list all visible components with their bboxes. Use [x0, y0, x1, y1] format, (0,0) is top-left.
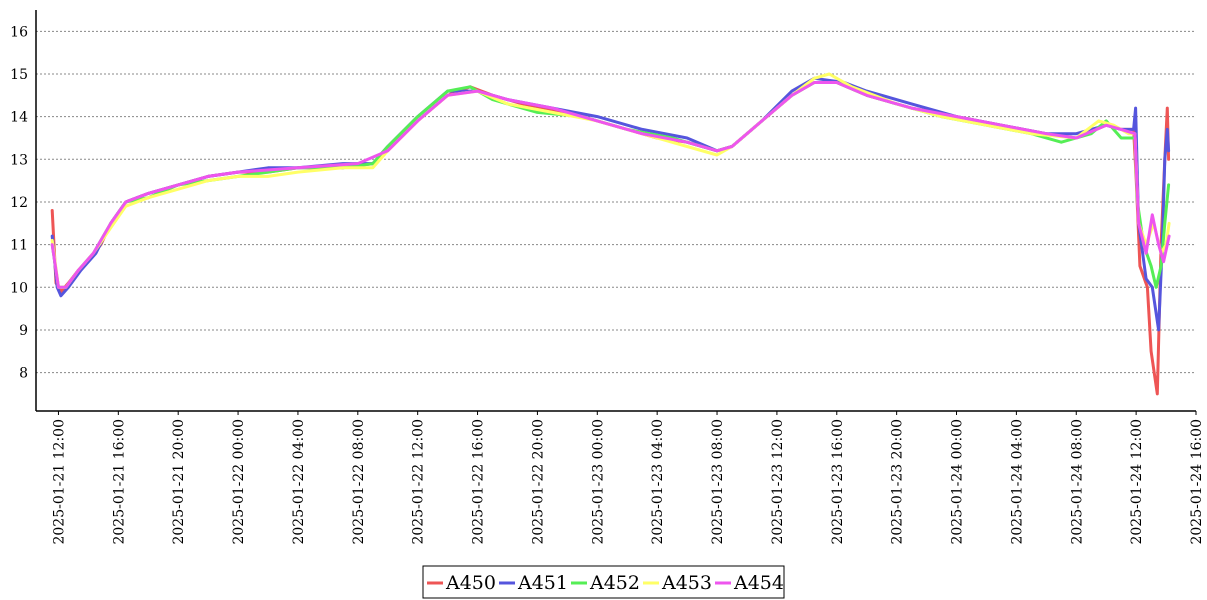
- x-tick-label: 2025-01-23 04:00: [650, 419, 666, 545]
- x-tick-label: 2025-01-23 12:00: [770, 419, 786, 545]
- y-tick-label: 8: [19, 366, 28, 382]
- x-tick-label: 2025-01-22 20:00: [530, 419, 546, 545]
- x-tick-label: 2025-01-23 16:00: [830, 419, 846, 545]
- x-tick-label: 2025-01-21 16:00: [111, 419, 127, 545]
- grid-lines: [36, 30, 1196, 374]
- y-tick-label: 16: [10, 24, 28, 40]
- y-tick-label: 10: [10, 280, 28, 296]
- x-tick-label: 2025-01-24 08:00: [1069, 419, 1085, 545]
- series-line-a452: [50, 81, 1171, 289]
- legend-item-a451: A451: [499, 572, 568, 594]
- x-tick-label: 2025-01-23 20:00: [890, 419, 906, 545]
- legend-label: A452: [589, 572, 640, 594]
- legend-item-a454: A454: [715, 572, 784, 594]
- x-tick-label: 2025-01-24 00:00: [950, 419, 966, 545]
- series-line-a451: [50, 76, 1171, 332]
- legend-item-a452: A452: [571, 572, 640, 594]
- y-tick-label: 15: [10, 67, 28, 83]
- legend-item-a450: A450: [427, 572, 496, 594]
- y-tick-label: 14: [10, 110, 28, 126]
- x-tick-label: 2025-01-24 04:00: [1009, 419, 1025, 545]
- x-tick-label: 2025-01-22 00:00: [231, 419, 247, 545]
- axes: [35, 10, 1197, 415]
- legend-item-a453: A453: [643, 572, 712, 594]
- y-tick-label: 9: [19, 323, 28, 339]
- y-tick-label: 12: [10, 195, 28, 211]
- legend-label: A453: [661, 572, 712, 594]
- y-tick-label: 11: [10, 238, 28, 254]
- x-tick-labels: 2025-01-21 12:00 2025-01-21 16:00 2025-01-…: [51, 419, 1205, 545]
- x-tick-label: 2025-01-24 12:00: [1129, 419, 1145, 545]
- x-tick-label: 2025-01-23 08:00: [710, 419, 726, 545]
- x-tick-label: 2025-01-23 00:00: [590, 419, 606, 545]
- y-tick-labels: 8 9 10 11 12 13 14 15 16: [10, 24, 28, 381]
- legend-label: A451: [517, 572, 568, 594]
- x-tick-label: 2025-01-22 12:00: [411, 419, 427, 545]
- y-tick-label: 13: [10, 152, 28, 168]
- x-tick-label: 2025-01-22 04:00: [291, 419, 307, 545]
- x-tick-label: 2025-01-22 08:00: [351, 419, 367, 545]
- legend-label: A454: [733, 572, 784, 594]
- x-tick-label: 2025-01-21 20:00: [171, 419, 187, 545]
- legend-label: A450: [445, 572, 496, 594]
- series-lines: [50, 72, 1171, 396]
- x-tick-label: 2025-01-22 16:00: [471, 419, 487, 545]
- x-tick-label: 2025-01-21 12:00: [51, 419, 67, 545]
- series-line-a454: [50, 81, 1171, 289]
- x-tick-label: 2025-01-24 16:00: [1189, 419, 1205, 545]
- legend: A450 A451 A452 A453 A454: [422, 565, 785, 599]
- series-line-a453: [50, 72, 1171, 289]
